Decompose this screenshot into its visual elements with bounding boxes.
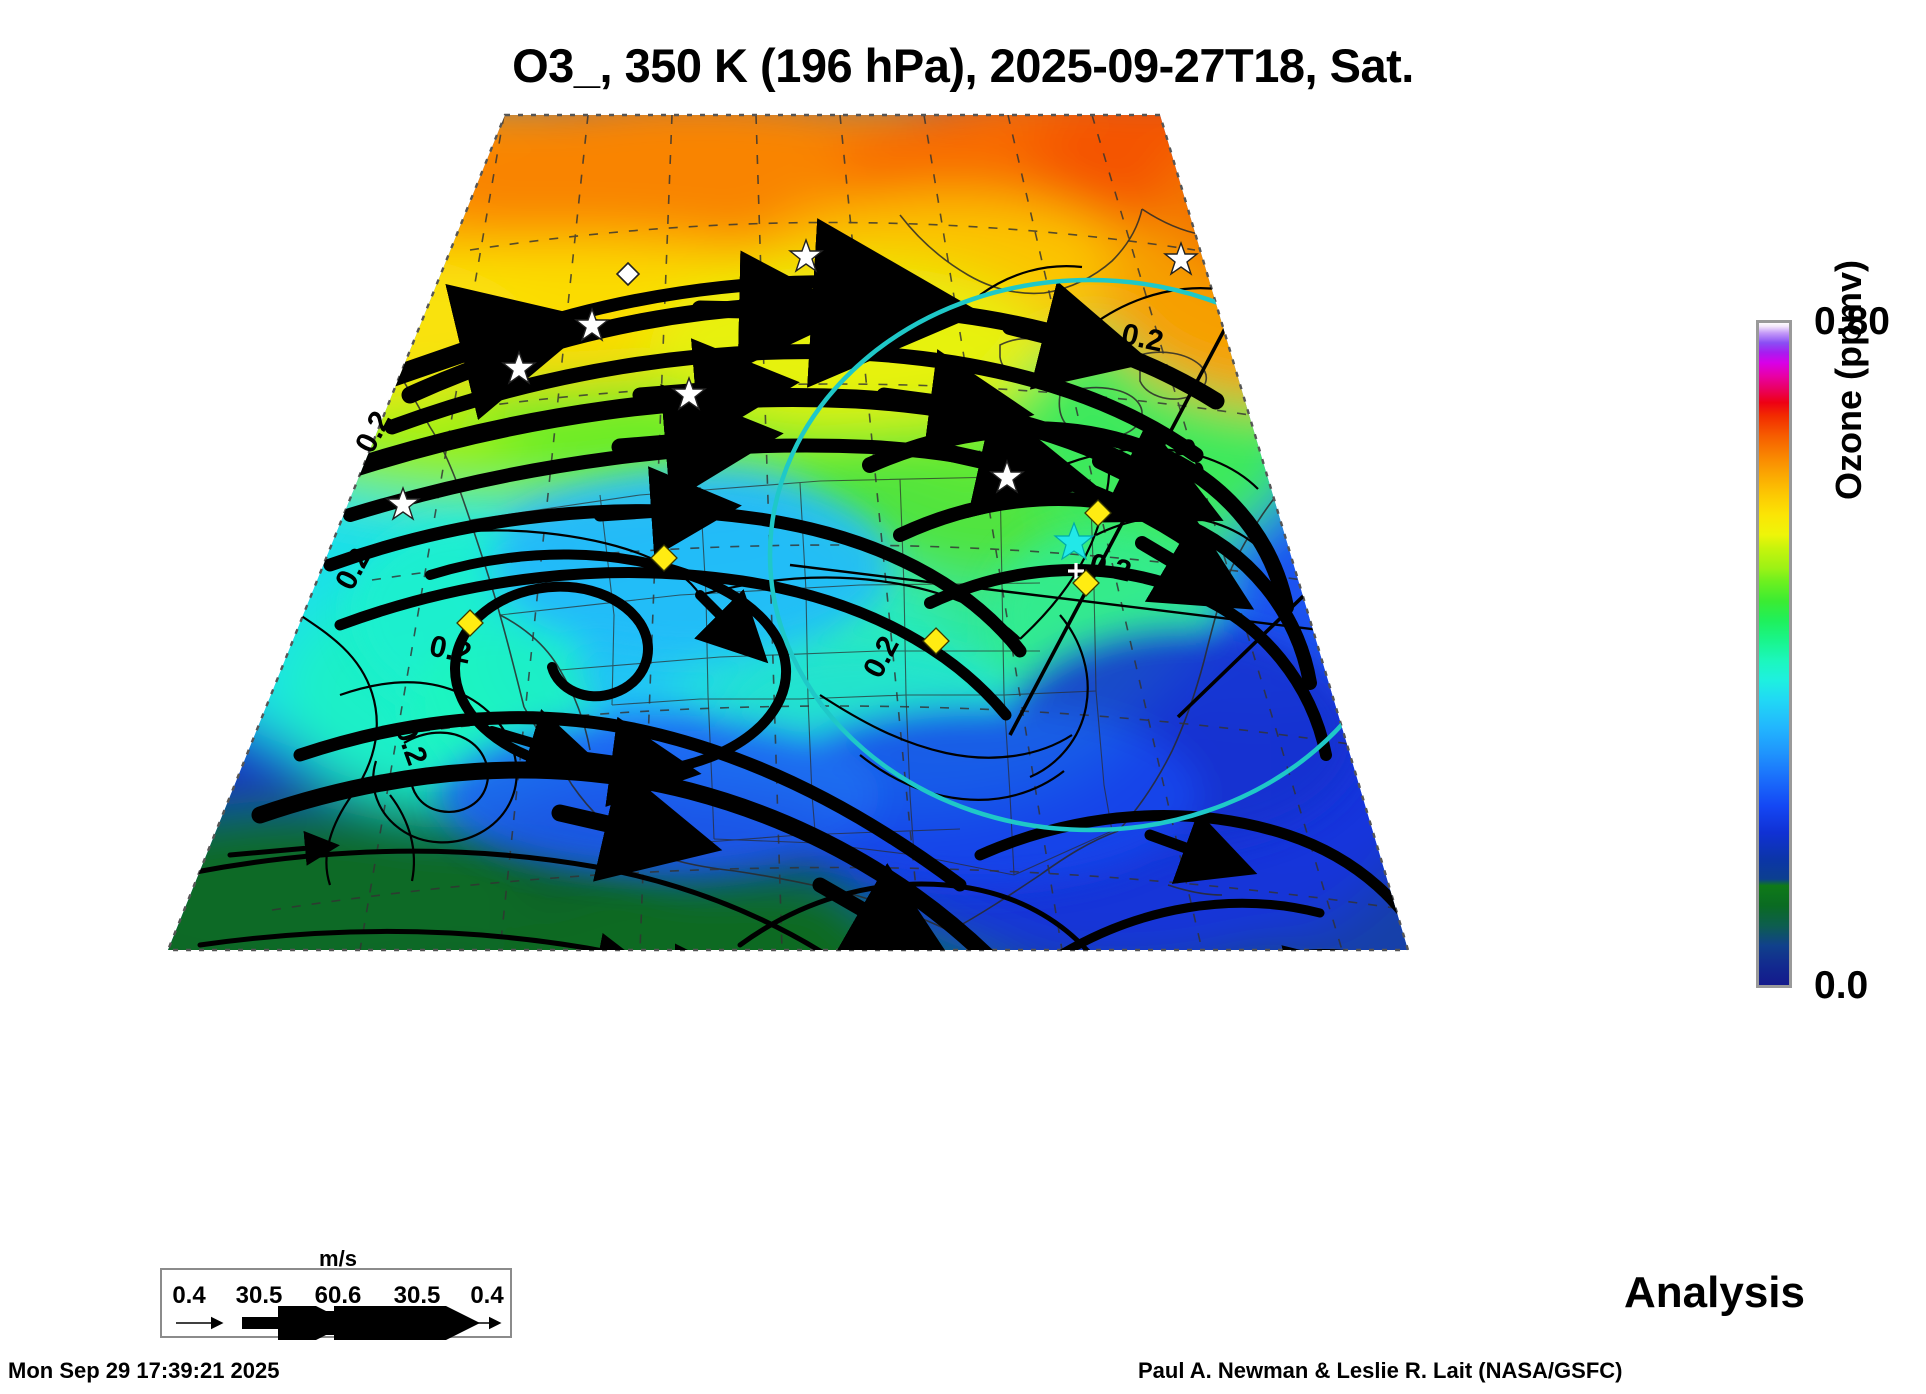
generation-timestamp: Mon Sep 29 17:39:21 2025: [8, 1358, 280, 1383]
wind-tick-2: 60.6: [314, 1282, 362, 1309]
white-star-marker[interactable]: [574, 306, 610, 342]
yellow-diamond-marker[interactable]: [1084, 499, 1112, 527]
colorbar-max-label: 0.80: [1814, 300, 1890, 343]
yellow-diamond-marker[interactable]: [456, 609, 484, 637]
wind-streamline-layer: [177, 218, 1408, 950]
wind-legend-arrows: [176, 1306, 502, 1340]
analysis-label: Analysis: [1624, 1268, 1805, 1317]
colorbar-axis-label: Ozone (ppmv): [1828, 260, 1869, 500]
white-star-marker[interactable]: [989, 458, 1025, 494]
white-star-marker[interactable]: [501, 349, 537, 385]
white-star-marker[interactable]: [788, 237, 824, 273]
yellow-diamond-marker[interactable]: [650, 544, 678, 572]
white-star-marker[interactable]: [1163, 240, 1199, 276]
cyan-star-marker[interactable]: [1053, 521, 1095, 561]
yellow-diamond-markers: [456, 499, 1112, 655]
colorbar-min-label: 0.0: [1814, 964, 1869, 1007]
flight-track-1[interactable]: [1008, 284, 1250, 736]
yellow-diamond-marker[interactable]: [922, 627, 950, 655]
wind-speed-legend: m/s 0.4 30.5 60.6 30.5 0.4: [160, 1246, 512, 1340]
flight-track-3[interactable]: [789, 563, 1361, 637]
flight-range-circle[interactable]: [767, 277, 1410, 833]
marker-layer[interactable]: [385, 237, 1199, 655]
white-star-marker[interactable]: [385, 485, 421, 521]
white-plus-marker[interactable]: [1068, 563, 1084, 579]
wind-tick-3: 30.5: [393, 1282, 441, 1309]
yellow-diamond-marker[interactable]: [1072, 569, 1100, 597]
page-title: O3_, 350 K (196 hPa), 2025-09-27T18, Sat…: [512, 39, 1414, 92]
map-panel[interactable]: 0.2 0.2 0.2 0.2 0.2 0.2 0.2 0.2: [0, 95, 1740, 1255]
colorbar[interactable]: 0.80 0.0 Ozone (ppmv): [1756, 260, 1926, 1020]
wind-legend-unit-label: m/s: [319, 1246, 357, 1271]
ozone-map[interactable]: 0.20.20.20.20.20.20.20.2: [0, 95, 1740, 1255]
wind-tick-1: 30.5: [235, 1282, 283, 1309]
white-star-markers: [385, 237, 1199, 521]
open-diamond-marker[interactable]: [615, 261, 641, 287]
wind-tick-4: 0.4: [470, 1282, 504, 1309]
colorbar-gradient[interactable]: [1756, 320, 1792, 988]
author-credits: Paul A. Newman & Leslie R. Lait (NASA/GS…: [1138, 1358, 1623, 1383]
wind-tick-0: 0.4: [172, 1282, 206, 1309]
white-star-marker[interactable]: [671, 375, 707, 411]
